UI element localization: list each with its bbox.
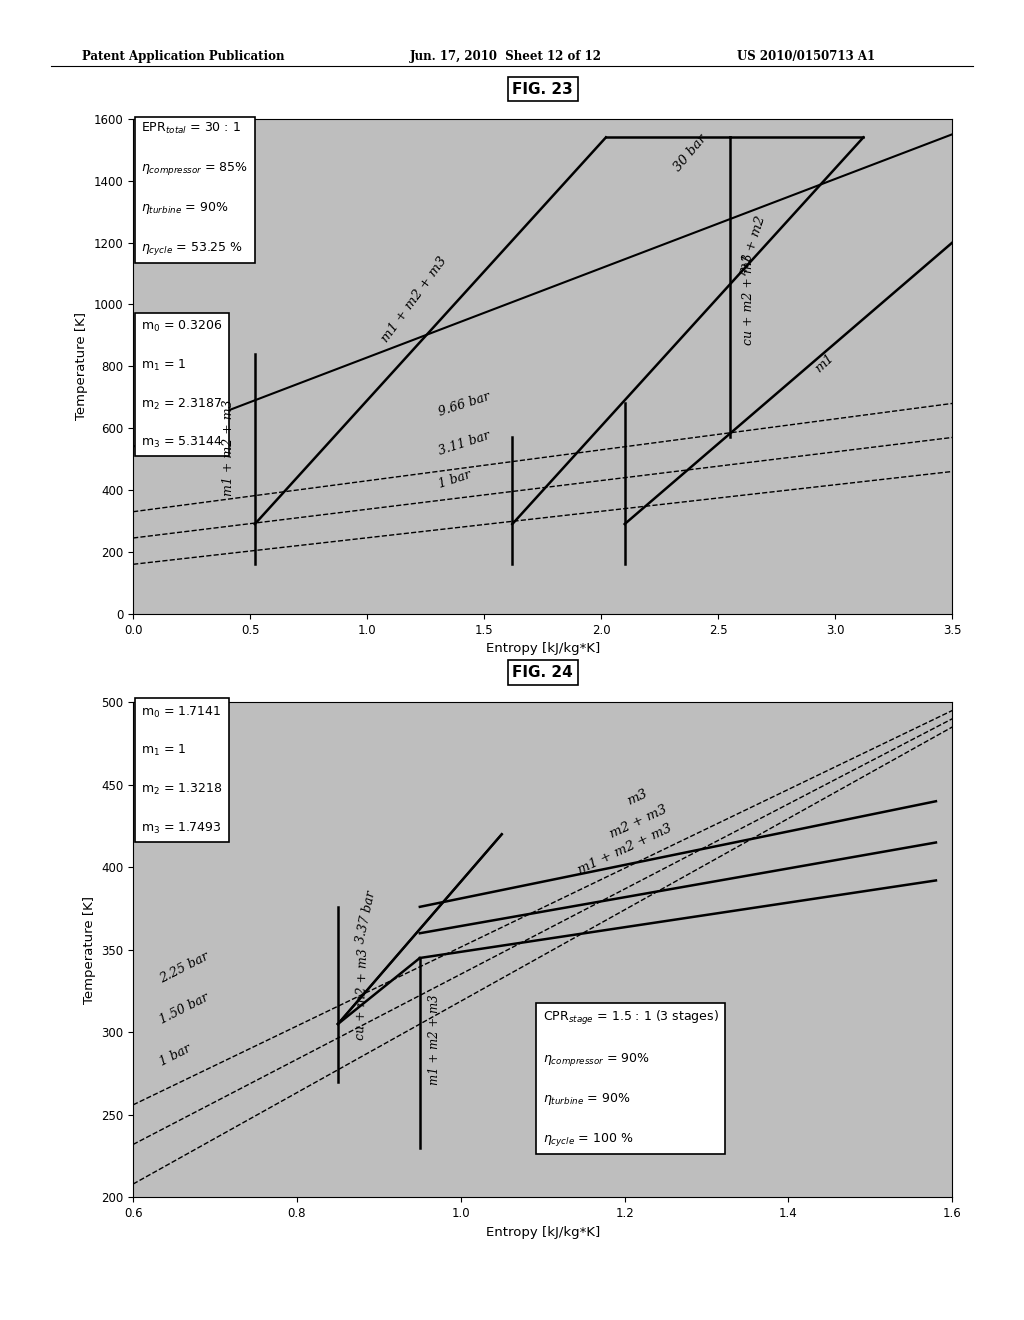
Text: m1 + m2: m1 + m2 bbox=[737, 214, 768, 276]
Text: m1: m1 bbox=[812, 351, 837, 375]
Y-axis label: Temperature [K]: Temperature [K] bbox=[75, 313, 88, 420]
X-axis label: Entropy [kJ/kg*K]: Entropy [kJ/kg*K] bbox=[485, 642, 600, 655]
Text: FIG. 23: FIG. 23 bbox=[512, 82, 573, 96]
Text: m1 + m2 + m3: m1 + m2 + m3 bbox=[428, 994, 441, 1085]
Text: m1 + m2 + m3: m1 + m2 + m3 bbox=[222, 400, 236, 496]
Text: m1 + m2 + m3: m1 + m2 + m3 bbox=[575, 822, 674, 876]
Text: 3.11 bar: 3.11 bar bbox=[437, 429, 493, 458]
Text: 9.66 bar: 9.66 bar bbox=[437, 389, 493, 418]
Text: Jun. 17, 2010  Sheet 12 of 12: Jun. 17, 2010 Sheet 12 of 12 bbox=[410, 50, 602, 63]
Text: 1 bar: 1 bar bbox=[158, 1041, 194, 1068]
Text: cu + m2 + m3: cu + m2 + m3 bbox=[741, 253, 755, 345]
Text: 30 bar: 30 bar bbox=[672, 132, 710, 174]
Text: m2 + m3: m2 + m3 bbox=[608, 803, 670, 841]
Text: FIG. 24: FIG. 24 bbox=[512, 665, 573, 680]
Text: 1 bar: 1 bar bbox=[437, 467, 473, 491]
Text: EPR$_{total}$ = 30 : 1

$\eta_{compressor}$ = 85%

$\eta_{turbine}$ = 90%

$\eta: EPR$_{total}$ = 30 : 1 $\eta_{compressor… bbox=[141, 121, 249, 257]
X-axis label: Entropy [kJ/kg*K]: Entropy [kJ/kg*K] bbox=[485, 1225, 600, 1238]
Text: Patent Application Publication: Patent Application Publication bbox=[82, 50, 285, 63]
Text: 3.37 bar: 3.37 bar bbox=[354, 890, 378, 945]
Text: m3: m3 bbox=[625, 787, 649, 808]
Text: m$_0$ = 0.3206

m$_1$ = 1

m$_2$ = 2.3187

m$_3$ = 5.3144: m$_0$ = 0.3206 m$_1$ = 1 m$_2$ = 2.3187 … bbox=[141, 319, 223, 450]
Text: CPR$_{stage}$ = 1.5 : 1 (3 stages)

$\eta_{compressor}$ = 90%

$\eta_{turbine}$ : CPR$_{stage}$ = 1.5 : 1 (3 stages) $\eta… bbox=[543, 1008, 719, 1147]
Text: m$_0$ = 1.7141

m$_1$ = 1

m$_2$ = 1.3218

m$_3$ = 1.7493: m$_0$ = 1.7141 m$_1$ = 1 m$_2$ = 1.3218 … bbox=[141, 705, 223, 836]
Text: m1 + m2 + m3: m1 + m2 + m3 bbox=[379, 255, 450, 345]
Text: cu + m2 + m3: cu + m2 + m3 bbox=[354, 948, 371, 1040]
Y-axis label: Temperature [K]: Temperature [K] bbox=[83, 896, 95, 1003]
Text: 2.25 bar: 2.25 bar bbox=[158, 950, 211, 986]
Text: US 2010/0150713 A1: US 2010/0150713 A1 bbox=[737, 50, 876, 63]
Text: 1.50 bar: 1.50 bar bbox=[158, 991, 211, 1027]
